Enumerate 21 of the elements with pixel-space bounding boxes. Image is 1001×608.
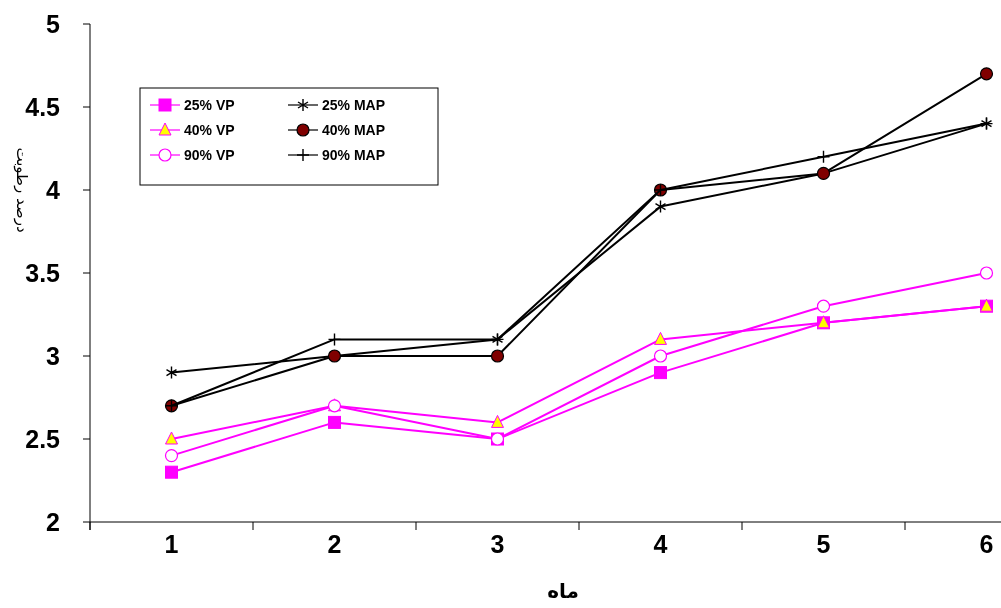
legend-label: 90% VP	[184, 146, 235, 163]
x-tick-label: 4	[653, 530, 668, 558]
y-axis-title: درصد رطوبت	[12, 147, 31, 233]
legend-label: 90% MAP	[322, 146, 386, 163]
y-tick-label: 3.5	[25, 258, 61, 287]
y-tick-label: 2	[46, 507, 60, 536]
y-tick-label: 2.5	[25, 424, 61, 453]
x-tick-label: 6	[979, 530, 994, 558]
x-tick-label: 3	[490, 530, 505, 558]
x-tick-label: 2	[327, 530, 342, 558]
x-tick-label: 5	[816, 530, 831, 558]
legend-label: 25% VP	[184, 96, 235, 113]
x-tick-label: 1	[164, 530, 179, 558]
y-tick-label: 4	[46, 175, 61, 204]
legend-label: 40% MAP	[322, 121, 386, 138]
y-tick-label: 3	[46, 341, 60, 370]
y-tick-label: 4.5	[25, 92, 61, 121]
x-axis-title: ماه	[547, 579, 579, 603]
legend-label: 40% VP	[184, 121, 235, 138]
y-tick-label: 5	[46, 9, 61, 38]
legend-label: 25% MAP	[322, 96, 386, 113]
